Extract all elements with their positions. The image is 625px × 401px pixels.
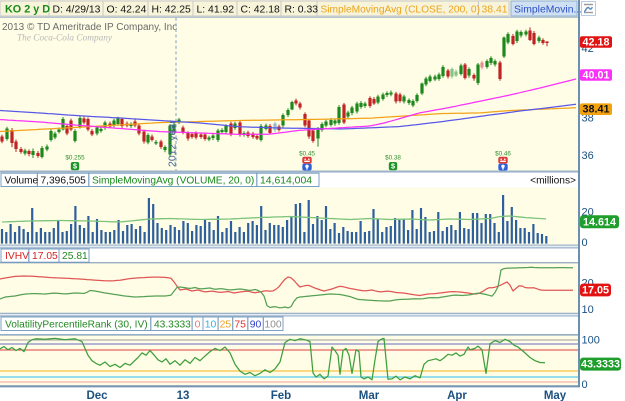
svg-text:75: 75 [234,319,246,330]
svg-text:$0.38: $0.38 [385,155,401,162]
svg-text:Mar: Mar [359,390,380,401]
svg-text:2013 © TD Ameritrade IP Compan: 2013 © TD Ameritrade IP Company, Inc [2,22,177,33]
svg-text:VolatilityPercentileRank (30,: VolatilityPercentileRank (30, IV) [5,319,148,330]
svg-text:14,614,004: 14,614,004 [260,175,312,186]
svg-text:R: 0.33: R: 0.33 [285,5,319,16]
svg-text:$0.255: $0.255 [65,155,85,162]
svg-text:17.05: 17.05 [582,285,609,297]
svg-text:2012 year: 2012 year [167,120,179,167]
svg-text:IVHV: IVHV [5,251,29,262]
svg-text:Dec: Dec [86,390,108,401]
svg-text:25.81: 25.81 [62,251,88,262]
svg-text:O: 42.24: O: 42.24 [107,5,147,16]
svg-text:Feb: Feb [271,390,291,401]
svg-text:May: May [544,390,567,401]
svg-text:H: 42.25: H: 42.25 [152,5,192,16]
svg-text:25: 25 [220,319,232,330]
svg-text:C: 42.18: C: 42.18 [241,5,281,16]
svg-text:40.01: 40.01 [582,70,609,82]
svg-text:$0.45: $0.45 [299,151,315,158]
svg-text:KO 2 y D: KO 2 y D [5,4,50,16]
svg-text:42.18: 42.18 [582,37,609,49]
svg-text:Volume: Volume [5,175,39,186]
svg-text:0: 0 [582,379,588,391]
svg-text:SimpleMovingAvg (VOLUME, 20, 0: SimpleMovingAvg (VOLUME, 20, 0) [92,175,254,186]
svg-text:Apr: Apr [447,390,467,401]
svg-text:17.05: 17.05 [32,251,58,262]
svg-text:100: 100 [582,335,600,347]
svg-text:14.614: 14.614 [583,216,616,228]
svg-text:D: 4/29/13: D: 4/29/13 [53,5,101,16]
svg-text:36: 36 [582,150,594,162]
svg-text:0: 0 [195,319,201,330]
svg-text:L: 41.92: L: 41.92 [197,5,235,16]
svg-text:10: 10 [582,304,594,316]
svg-text:7,396,505: 7,396,505 [41,175,87,186]
svg-text:SimpleMovingAvg (CLOSE, 200, 0: SimpleMovingAvg (CLOSE, 200, 0) [321,5,481,16]
svg-text:$: $ [73,162,77,171]
svg-text:43.3333: 43.3333 [581,359,620,371]
svg-text:38.41: 38.41 [482,5,508,16]
svg-text:0: 0 [582,237,588,249]
svg-text:$: $ [391,162,395,171]
svg-text:38: 38 [582,113,594,125]
svg-text:10: 10 [205,319,217,330]
svg-text:90: 90 [250,319,262,330]
svg-text:<millions>: <millions> [530,175,576,186]
svg-text:43.3333: 43.3333 [154,319,191,330]
svg-text:100: 100 [264,319,282,330]
svg-text:SimpleMovin...: SimpleMovin... [514,5,582,16]
svg-text:13: 13 [177,390,190,401]
svg-text:38.41: 38.41 [582,104,609,116]
svg-text:$0.46: $0.46 [495,151,511,158]
svg-text:The Coca-Cola Company: The Coca-Cola Company [17,34,113,44]
